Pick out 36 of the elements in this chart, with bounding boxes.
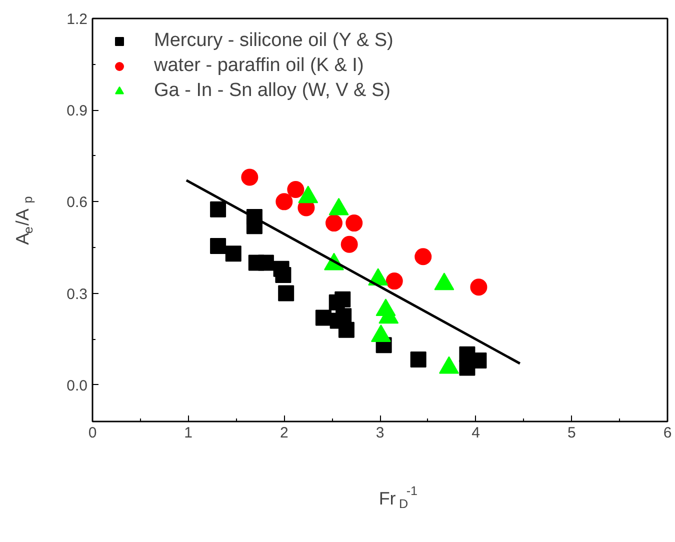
point [210, 238, 226, 254]
point [210, 201, 226, 218]
point [386, 272, 403, 290]
point [340, 236, 358, 253]
y-tick-label: 0.6 [66, 194, 88, 212]
point [246, 218, 262, 234]
legend-label: water - paraffin oil (K & I) [154, 55, 364, 77]
y-tick-label: 0.9 [66, 102, 88, 120]
y-tick-label: 0.3 [66, 286, 88, 303]
y-tick-label: 1.2 [66, 11, 88, 28]
point [334, 291, 351, 308]
point [346, 214, 363, 232]
point [276, 193, 293, 210]
legend-label: Mercury - silicone oil (Y & S) [154, 30, 394, 52]
point [470, 278, 488, 296]
legend-label: Ga - In - Sn alloy (W, V & S) [154, 80, 391, 102]
x-tick-label: 2 [280, 424, 288, 442]
point [326, 214, 342, 232]
point [414, 248, 432, 266]
x-tick-label: 0 [88, 424, 97, 442]
x-tick-label: 6 [663, 424, 672, 442]
point [275, 266, 292, 283]
y-axis-title: Ae/Ap [12, 196, 36, 245]
x-tick-label: 4 [472, 424, 480, 442]
x-tick-label: 1 [184, 424, 193, 442]
x-tick-label: 3 [376, 424, 384, 442]
point [278, 285, 294, 302]
point [287, 180, 304, 198]
point [258, 254, 274, 271]
point [410, 352, 426, 368]
point [315, 310, 332, 326]
y-tick-label: 0.0 [66, 377, 88, 394]
point [338, 322, 354, 338]
x-tick-label: 5 [567, 424, 576, 442]
point [241, 168, 258, 186]
point [225, 246, 242, 262]
